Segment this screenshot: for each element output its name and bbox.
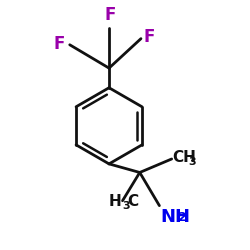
Text: 2: 2 — [178, 210, 186, 224]
Text: F: F — [104, 6, 116, 24]
Text: NH: NH — [160, 208, 190, 226]
Text: 3: 3 — [123, 201, 130, 211]
Text: C: C — [127, 194, 138, 209]
Text: 3: 3 — [188, 157, 196, 167]
Text: H: H — [109, 194, 122, 209]
Text: CH: CH — [173, 150, 197, 166]
Text: F: F — [54, 34, 65, 52]
Text: F: F — [144, 28, 155, 46]
